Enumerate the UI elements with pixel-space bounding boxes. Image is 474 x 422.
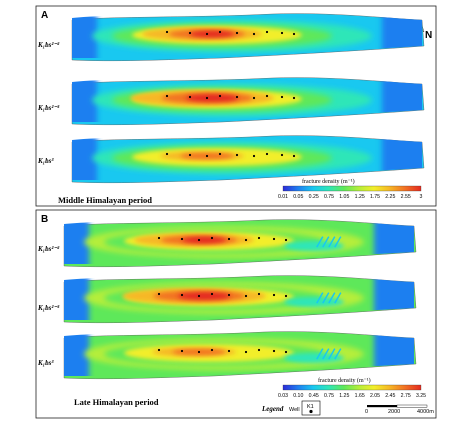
colorbar-tick-label: 0.75 [324,194,334,200]
legend-title: Legend [261,405,284,413]
layer-label-b3: K₁bs³ [37,359,54,367]
colorbar-b-title: fracture density (m⁻¹) [318,377,371,384]
colorbar-tick-label: 1.25 [355,194,365,200]
strip-density-field [72,12,422,58]
layer-label-a1: K₁bs²⁻² [37,41,60,49]
colorbar-tick-label: 0.05 [293,194,303,200]
scale-bar-seg1 [367,405,397,408]
layer-label-b2: K₁bs²⁻³ [37,304,60,312]
colorbar-b-ticks: 0.03 0.10 0.45 0.75 1.25 1.65 2.05 2.45 2.75 3.25 [278,393,426,399]
panel-b-letter: B [41,214,48,225]
map-strip-b2 [63,274,417,324]
layer-label-a2: K₁bs²⁻³ [37,104,60,112]
colorbar-tick-label: 0.45 [309,393,319,399]
colorbar-tick-label: 1.25 [339,393,349,399]
legend-well-box [301,400,321,416]
panel-a: A N K₁bs²⁻² K₁bs²⁻³ K₁bs³ fracture densi… [35,5,437,207]
colorbar-tick-label: 0.75 [324,393,334,399]
colorbar-tick-label: 1.65 [355,393,365,399]
strip-density-field [64,330,414,376]
strip-density-field [64,218,414,264]
colorbar-tick-label: 1.05 [339,194,349,200]
colorbar-tick-label: 2.25 [385,194,395,200]
panel-b-period-title: Late Himalayan period [74,397,159,407]
north-label: N [425,30,432,41]
scale-bar-seg2 [396,404,428,408]
colorbar-b: fracture density (m⁻¹) 0.03 0.10 0.45 0.75 1… [278,377,426,399]
scale-bar: 0 2000 4000m [365,404,434,415]
strip-density-field [64,274,414,320]
legend-well-symbol [309,409,313,414]
layer-label-b1: K₁bs²⁻² [37,245,60,253]
panel-a-period-title: Middle Himalayan period [58,195,152,205]
colorbar-a-ramp [282,185,422,192]
legend-well-label: Well [289,407,300,413]
legend-well-id: K1 [307,404,314,410]
map-strip-b1 [63,218,417,268]
map-strip-a1 [71,12,425,62]
colorbar-b-ramp [282,384,422,391]
panel-b: B K₁bs²⁻² K₁bs²⁻³ K₁bs³ fracture density… [35,209,437,419]
colorbar-tick-label: 2.55 [401,194,411,200]
colorbar-tick-label: 0.10 [293,393,303,399]
scale-tick-0: 0 [365,409,368,415]
colorbar-tick-label: 2.05 [370,393,380,399]
colorbar-tick-label: 2.45 [385,393,395,399]
colorbar-a: fracture density (m⁻¹) 0.01 0.05 0.25 0.75 1… [278,178,423,200]
colorbar-tick-label: 0.01 [278,194,288,200]
map-strip-b3 [63,330,417,380]
colorbar-a-title: fracture density (m⁻¹) [302,178,355,185]
colorbar-tick-label: 0.25 [309,194,319,200]
colorbar-a-ticks: 0.01 0.05 0.25 0.75 1.05 1.25 1.75 2.25 2.55 3 [278,194,423,200]
colorbar-tick-label: 3 [420,194,423,200]
colorbar-tick-label: 2.75 [401,393,411,399]
colorbar-tick-label: 0.03 [278,393,288,399]
legend: Legend Well K1 [261,400,321,416]
scale-tick-2000: 2000 [388,409,400,415]
layer-label-a3: K₁bs³ [37,157,54,165]
colorbar-tick-label: 1.75 [370,194,380,200]
colorbar-tick-label: 3.25 [416,393,426,399]
panel-a-letter: A [41,10,48,21]
scale-tick-4000: 4000m [417,409,434,415]
